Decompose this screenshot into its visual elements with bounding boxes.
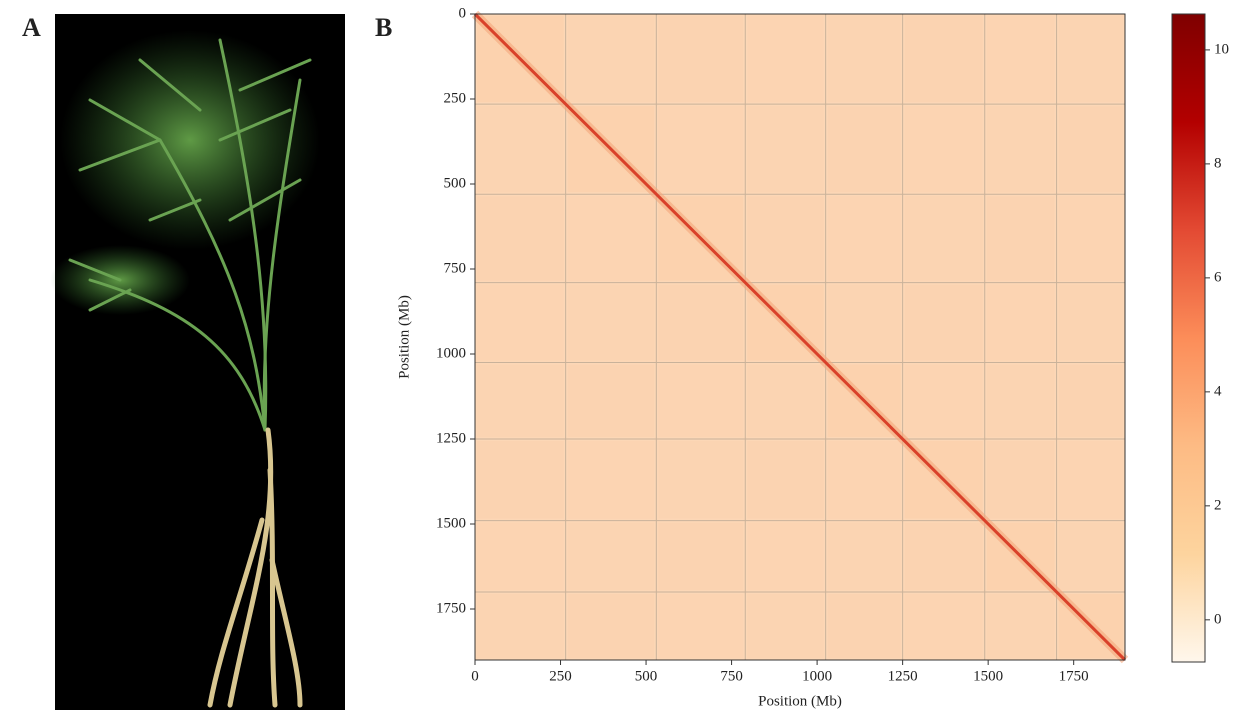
contact-block <box>567 364 655 437</box>
contact-block <box>567 284 655 361</box>
x-tick-label: 1250 <box>888 668 918 684</box>
contact-block <box>904 522 983 590</box>
contact-block <box>567 522 655 590</box>
y-tick-label: 750 <box>444 260 467 276</box>
contact-block <box>747 364 824 437</box>
contact-block <box>986 364 1055 437</box>
contact-block <box>904 284 983 361</box>
contact-block <box>477 594 564 658</box>
contact-block <box>477 364 564 437</box>
y-axis-label: Position (Mb) <box>396 295 412 379</box>
contact-block <box>904 364 983 437</box>
contact-block <box>827 106 901 193</box>
contact-block <box>904 594 983 658</box>
x-tick-label: 0 <box>471 668 479 684</box>
x-tick-label: 1500 <box>973 668 1003 684</box>
contact-block <box>827 284 901 361</box>
contact-block <box>986 106 1055 193</box>
colorbar-tick-label: 8 <box>1214 155 1222 171</box>
contact-block <box>747 522 824 590</box>
contact-block <box>1058 522 1123 590</box>
heatmap <box>471 10 1129 664</box>
contact-block <box>827 16 901 103</box>
contact-block <box>477 284 564 361</box>
contact-block <box>567 196 655 281</box>
colorbar-tick-label: 10 <box>1214 41 1229 57</box>
contact-block <box>1058 284 1123 361</box>
contact-block <box>904 16 983 103</box>
x-axis-label: Position (Mb) <box>758 693 842 709</box>
diagonal <box>473 12 1127 662</box>
y-tick-label: 1750 <box>436 600 466 616</box>
contact-block <box>827 196 901 281</box>
contact-block <box>658 106 744 193</box>
contact-block <box>1058 16 1123 103</box>
plant-photo <box>50 14 345 710</box>
colorbar-tick-label: 4 <box>1214 383 1222 399</box>
contact-block <box>477 441 564 519</box>
contact-block <box>658 522 744 590</box>
contact-block <box>827 594 901 658</box>
contact-block <box>1058 196 1123 281</box>
contact-block <box>477 522 564 590</box>
contact-block <box>747 196 824 281</box>
contact-block <box>904 106 983 193</box>
contact-block <box>1058 441 1123 519</box>
plot-frame <box>474 13 1126 661</box>
contact-block <box>986 16 1055 103</box>
y-tick-label: 0 <box>459 5 467 21</box>
y-tick-label: 1000 <box>436 345 466 361</box>
contact-block <box>986 441 1055 519</box>
contact-block <box>827 522 901 590</box>
contact-block <box>658 594 744 658</box>
contact-block <box>986 196 1055 281</box>
panel-label: A <box>22 13 41 42</box>
contact-block <box>567 594 655 658</box>
colorbar-tick-label: 2 <box>1214 497 1222 513</box>
contact-block <box>904 196 983 281</box>
y-tick-label: 1250 <box>436 430 466 446</box>
colorbar-tick-label: 6 <box>1214 269 1222 285</box>
contact-block <box>658 441 744 519</box>
contact-block <box>827 441 901 519</box>
contact-block <box>658 284 744 361</box>
contact-block <box>1058 364 1123 437</box>
contact-block <box>1058 106 1123 193</box>
contact-block <box>658 364 744 437</box>
contact-block <box>986 594 1055 658</box>
x-tick-label: 250 <box>549 668 572 684</box>
contact-block <box>477 196 564 281</box>
contact-block <box>747 441 824 519</box>
contact-block <box>567 441 655 519</box>
colorbar-tick-label: 0 <box>1214 611 1222 627</box>
contact-block <box>477 106 564 193</box>
panel-label: B <box>375 13 392 42</box>
y-tick-label: 500 <box>444 175 467 191</box>
contact-block <box>747 16 824 103</box>
y-tick-label: 250 <box>444 90 467 106</box>
x-tick-label: 750 <box>720 668 743 684</box>
x-tick-label: 500 <box>635 668 658 684</box>
contact-block <box>567 16 655 103</box>
contact-block <box>658 16 744 103</box>
contact-block <box>747 594 824 658</box>
x-tick-label: 1000 <box>802 668 832 684</box>
contact-block <box>747 106 824 193</box>
y-tick-label: 1500 <box>436 515 466 531</box>
x-tick-label: 1750 <box>1059 668 1089 684</box>
contact-block <box>986 284 1055 361</box>
colorbar <box>1171 13 1206 663</box>
